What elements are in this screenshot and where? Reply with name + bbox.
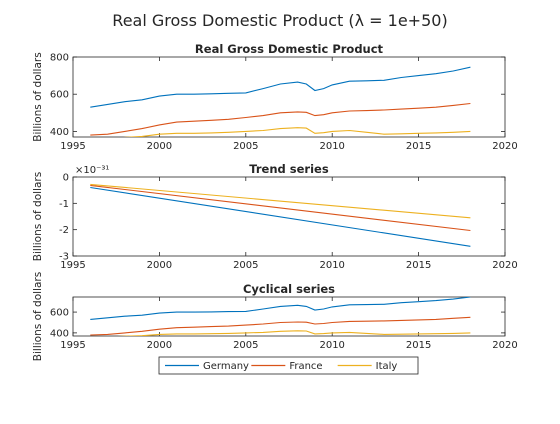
- x-tick-label: 2005: [233, 141, 258, 152]
- x-tick-label: 2015: [406, 260, 431, 271]
- subplot-3: Cyclical series 1995 2000 2005 2010 2015 2020 4…: [32, 272, 518, 361]
- subplot-title: Real Gross Domestic Product: [195, 42, 384, 56]
- y-exponent-label: ×10⁻³¹: [75, 165, 109, 176]
- x-tick-label: 2015: [406, 340, 431, 351]
- series-line-italy: [123, 127, 471, 137]
- x-tick-label: 2000: [147, 260, 172, 271]
- y-tick-label: 0: [63, 173, 69, 184]
- x-tick-label: 1995: [60, 260, 85, 271]
- x-tick-label: 2020: [492, 340, 517, 351]
- series-line-france: [90, 184, 471, 232]
- subplot-title: Trend series: [249, 162, 329, 176]
- legend-label: Germany: [203, 361, 249, 372]
- series-line-germany: [90, 186, 471, 247]
- y-tick-label: 400: [50, 127, 69, 138]
- subplot-1: Real Gross Domestic Product 1995 2000 2005 2…: [32, 42, 518, 152]
- subplot-2: Trend series 1995 2000 2005 2010 2015 2020 -3 -2…: [32, 162, 518, 271]
- series-line-france: [90, 102, 471, 136]
- x-tick-label: 2020: [492, 141, 517, 152]
- y-tick-label: 600: [50, 90, 69, 101]
- series-line-italy: [90, 183, 471, 219]
- legend-box: [158, 356, 419, 375]
- x-tick-label: 2010: [319, 260, 344, 271]
- y-tick-label: -3: [59, 252, 69, 263]
- y-tick-label: 600: [50, 308, 69, 319]
- x-tick-label: 1995: [60, 340, 85, 351]
- series-line-france: [90, 316, 471, 336]
- legend-label: Italy: [376, 361, 398, 372]
- x-tick-label: 2000: [147, 340, 172, 351]
- axes-box: [72, 56, 506, 138]
- x-tick-label: 2010: [319, 340, 344, 351]
- figure-title: Real Gross Domestic Product (λ = 1e+50): [112, 11, 447, 30]
- series-line-germany: [90, 297, 471, 320]
- series-line-italy: [117, 330, 471, 336]
- y-axis-label: Billions of dollars: [32, 272, 44, 361]
- x-tick-label: 1995: [60, 141, 85, 152]
- axes-box: [72, 176, 506, 257]
- x-tick-label: 2015: [406, 141, 431, 152]
- y-tick-label: 400: [50, 328, 69, 339]
- y-axis-label: Billions of dollars: [32, 52, 44, 141]
- legend-label: France: [289, 361, 322, 372]
- x-tick-label: 2020: [492, 260, 517, 271]
- axes-box: [72, 296, 506, 337]
- x-tick-label: 2000: [147, 141, 172, 152]
- y-tick-label: 800: [50, 53, 69, 64]
- series-line-germany: [90, 66, 471, 108]
- x-tick-label: 2005: [233, 260, 258, 271]
- legend: Germany France Italy: [158, 356, 419, 375]
- y-tick-label: -2: [59, 225, 69, 236]
- x-tick-label: 2005: [233, 340, 258, 351]
- y-axis-label: Billions of dollars: [32, 172, 44, 261]
- x-tick-label: 2010: [319, 141, 344, 152]
- y-tick-label: -1: [59, 199, 69, 210]
- subplot-title: Cyclical series: [243, 282, 335, 296]
